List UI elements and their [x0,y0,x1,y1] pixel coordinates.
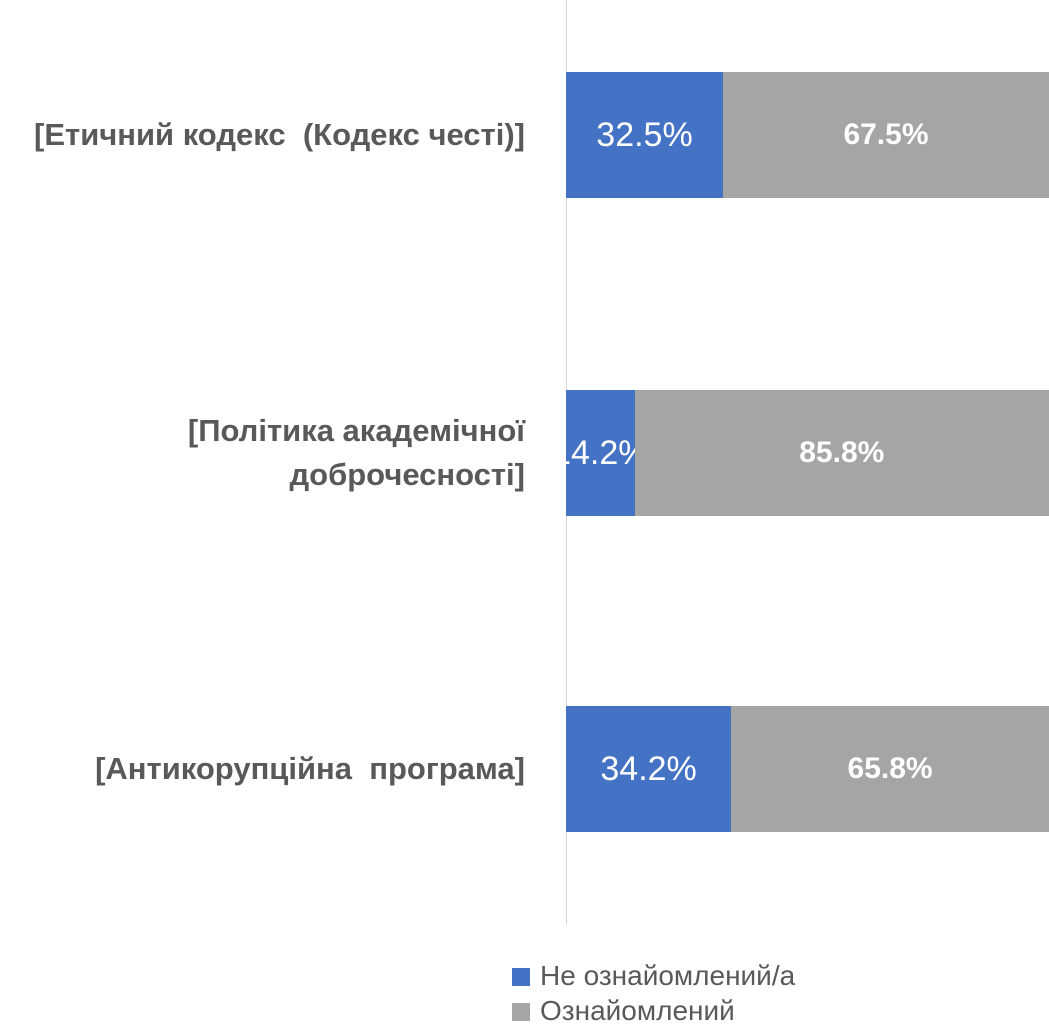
value-label: 34.2% [600,750,697,788]
bar [566,72,723,198]
value-label: 67.5% [843,118,929,151]
value-label: 65.8% [847,752,933,785]
bar [566,706,732,832]
legend-label: Не ознайомлений/а [540,960,796,991]
bar [634,390,1049,516]
category-label: [Політика академічної доброчесності] [187,413,534,492]
bar [722,72,1049,198]
category-label: [Антикорупційна програма] [95,751,525,786]
category-label: [Етичний кодекс (Кодекс честі)] [34,117,525,152]
value-label: 85.8% [799,436,885,469]
bar [731,706,1049,832]
value-label: 32.5% [596,116,693,154]
legend-swatch [512,1003,530,1021]
legend-swatch [512,968,530,986]
value-label: 14.2% [552,434,649,472]
legend-label: Ознайомлений [540,995,735,1026]
bar [566,390,635,516]
